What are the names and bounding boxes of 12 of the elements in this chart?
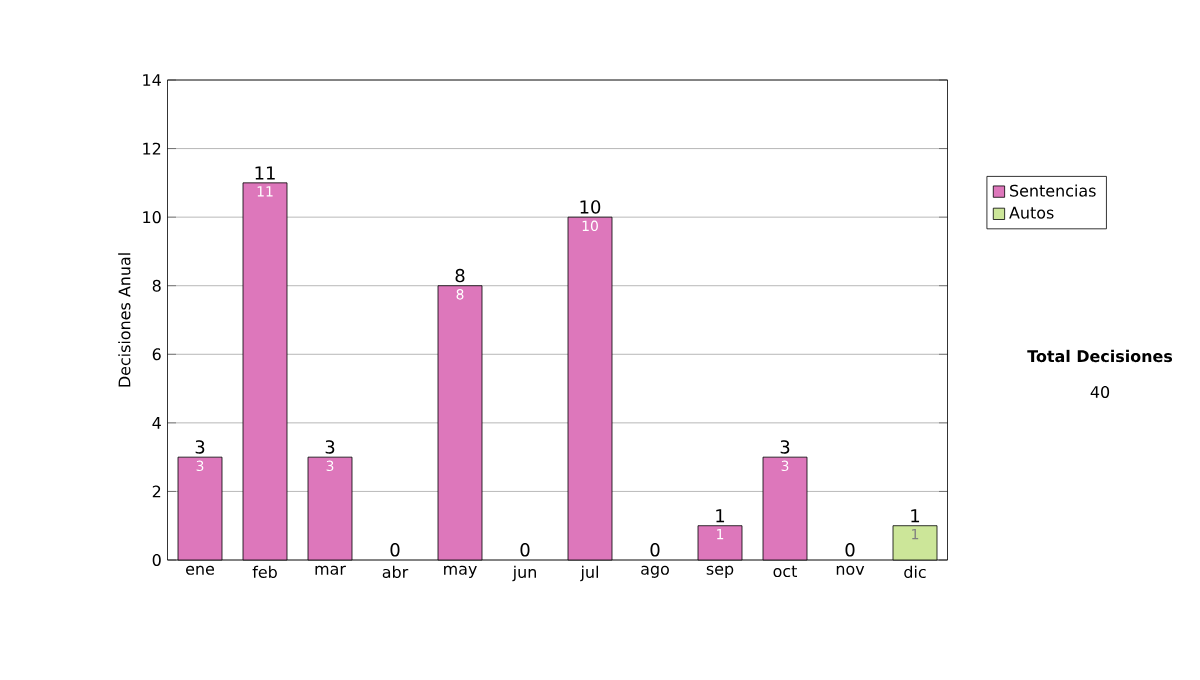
total-label: 3 — [195, 440, 205, 454]
total-label: 11 — [255, 166, 275, 180]
total-label: 0 — [650, 543, 660, 557]
total-label: 0 — [390, 543, 400, 557]
total-label: 0 — [845, 543, 855, 557]
total-label: 0 — [520, 543, 530, 557]
total-label: 3 — [325, 440, 335, 454]
total-label: 3 — [780, 440, 790, 454]
total-label: 8 — [455, 268, 465, 283]
total-label: 1 — [911, 509, 920, 523]
total-label: 10 — [580, 200, 601, 214]
total-label: 1 — [716, 509, 725, 523]
